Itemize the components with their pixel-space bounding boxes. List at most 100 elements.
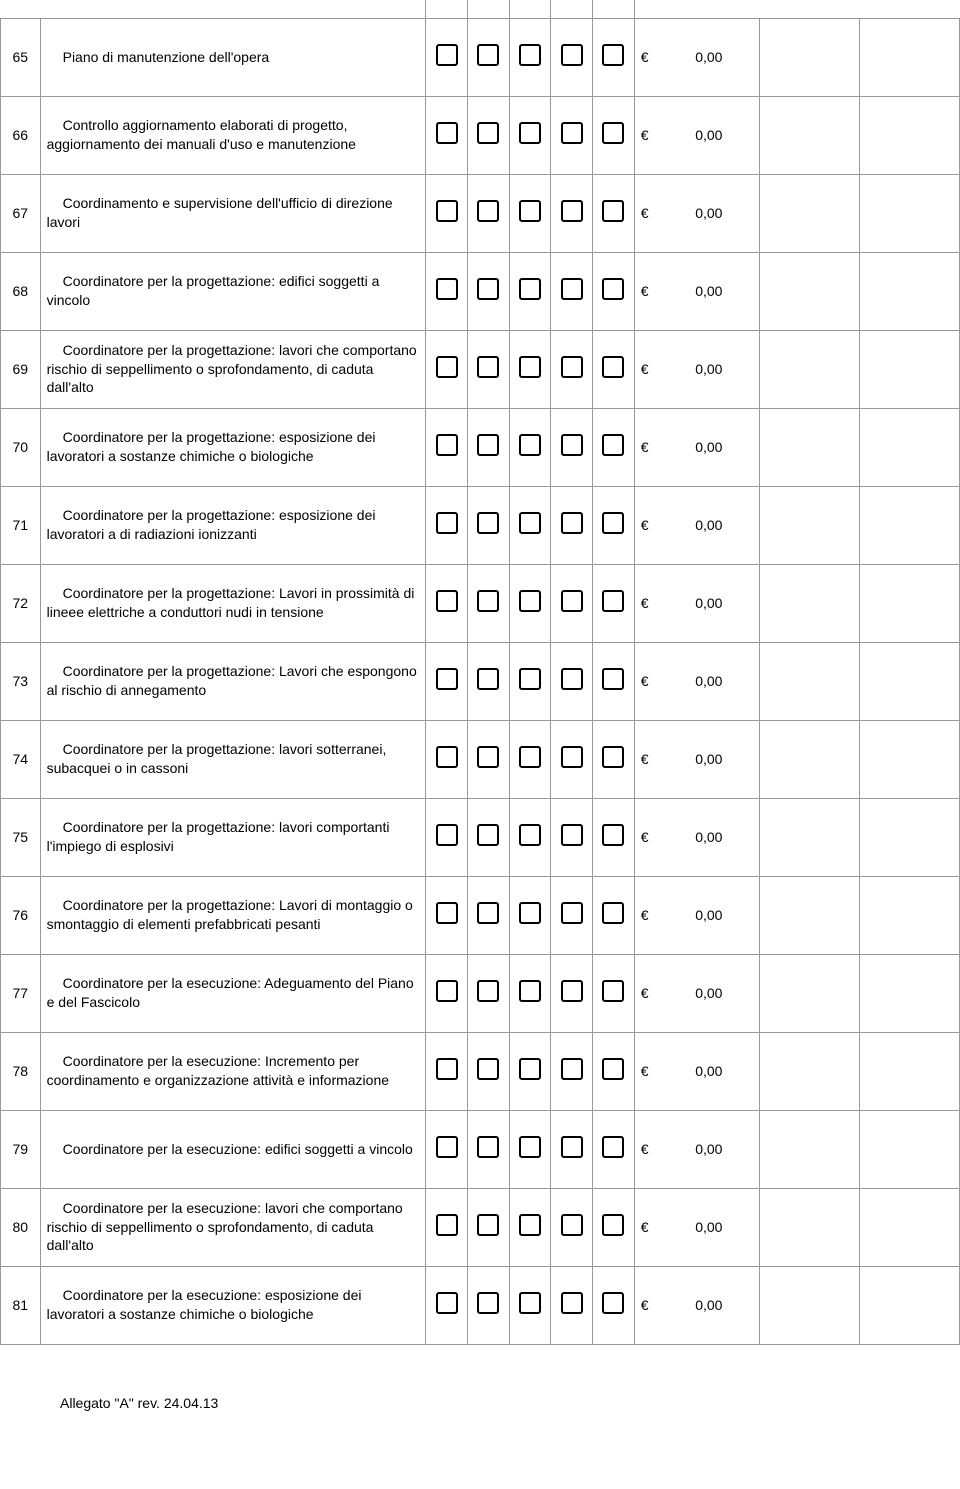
checkbox-cell[interactable] <box>593 18 635 96</box>
checkbox-cell[interactable] <box>426 1110 468 1188</box>
checkbox-cell[interactable] <box>467 1110 509 1188</box>
checkbox-cell[interactable] <box>467 408 509 486</box>
checkbox-cell[interactable] <box>551 96 593 174</box>
checkbox-cell[interactable] <box>551 720 593 798</box>
checkbox-cell[interactable] <box>593 798 635 876</box>
checkbox-cell[interactable] <box>593 1188 635 1266</box>
checkbox-cell[interactable] <box>467 876 509 954</box>
row-description: Coordinatore per la progettazione: espos… <box>40 486 426 564</box>
data-table: 65Piano di manutenzione dell'opera€ 0,00… <box>0 0 960 1345</box>
checkbox-cell[interactable] <box>509 798 551 876</box>
checkbox-cell[interactable] <box>551 174 593 252</box>
checkbox-cell[interactable] <box>593 408 635 486</box>
checkbox-cell[interactable] <box>593 252 635 330</box>
checkbox-cell[interactable] <box>509 1110 551 1188</box>
checkbox-cell[interactable] <box>593 174 635 252</box>
checkbox-cell[interactable] <box>593 96 635 174</box>
checkbox-cell[interactable] <box>426 798 468 876</box>
checkbox-cell[interactable] <box>509 1266 551 1344</box>
checkbox-cell[interactable] <box>551 1188 593 1266</box>
checkbox-cell[interactable] <box>426 486 468 564</box>
checkbox-cell[interactable] <box>593 954 635 1032</box>
checkbox-cell[interactable] <box>426 1032 468 1110</box>
checkbox-cell[interactable] <box>593 642 635 720</box>
checkbox-cell[interactable] <box>467 330 509 408</box>
checkbox-cell[interactable] <box>551 798 593 876</box>
checkbox-cell[interactable] <box>551 1110 593 1188</box>
checkbox-cell[interactable] <box>467 486 509 564</box>
checkbox-cell[interactable] <box>426 642 468 720</box>
checkbox-cell[interactable] <box>509 96 551 174</box>
checkbox-cell[interactable] <box>551 564 593 642</box>
checkbox-cell[interactable] <box>551 954 593 1032</box>
checkbox-cell[interactable] <box>426 408 468 486</box>
checkbox-cell[interactable] <box>467 954 509 1032</box>
price-value: 0,00 <box>695 1297 722 1313</box>
checkbox-icon <box>477 200 499 222</box>
checkbox-cell[interactable] <box>551 642 593 720</box>
checkbox-cell[interactable] <box>509 876 551 954</box>
checkbox-cell[interactable] <box>426 330 468 408</box>
checkbox-cell[interactable] <box>426 174 468 252</box>
checkbox-cell[interactable] <box>467 564 509 642</box>
checkbox-icon <box>477 512 499 534</box>
checkbox-cell[interactable] <box>509 486 551 564</box>
checkbox-cell[interactable] <box>426 876 468 954</box>
price-value: 0,00 <box>695 205 722 221</box>
checkbox-cell[interactable] <box>509 18 551 96</box>
checkbox-cell[interactable] <box>551 408 593 486</box>
checkbox-icon <box>561 434 583 456</box>
checkbox-cell[interactable] <box>593 486 635 564</box>
checkbox-cell[interactable] <box>509 1032 551 1110</box>
checkbox-cell[interactable] <box>509 1188 551 1266</box>
checkbox-cell[interactable] <box>551 330 593 408</box>
checkbox-cell[interactable] <box>426 252 468 330</box>
checkbox-cell[interactable] <box>467 720 509 798</box>
checkbox-icon <box>477 44 499 66</box>
checkbox-cell[interactable] <box>551 1032 593 1110</box>
checkbox-cell[interactable] <box>509 174 551 252</box>
checkbox-cell[interactable] <box>467 642 509 720</box>
checkbox-cell[interactable] <box>593 876 635 954</box>
checkbox-cell[interactable] <box>593 1110 635 1188</box>
checkbox-cell[interactable] <box>551 876 593 954</box>
checkbox-cell[interactable] <box>509 642 551 720</box>
currency-symbol: € <box>641 1297 649 1313</box>
checkbox-cell[interactable] <box>467 174 509 252</box>
checkbox-cell[interactable] <box>593 564 635 642</box>
table-row: 66Controllo aggiornamento elaborati di p… <box>1 96 960 174</box>
checkbox-cell[interactable] <box>467 1188 509 1266</box>
checkbox-cell[interactable] <box>426 18 468 96</box>
checkbox-cell[interactable] <box>509 330 551 408</box>
checkbox-cell[interactable] <box>467 252 509 330</box>
checkbox-cell[interactable] <box>467 96 509 174</box>
checkbox-cell[interactable] <box>551 18 593 96</box>
checkbox-cell[interactable] <box>467 798 509 876</box>
checkbox-cell[interactable] <box>426 954 468 1032</box>
checkbox-cell[interactable] <box>509 252 551 330</box>
table-row: 79Coordinatore per la esecuzione: edific… <box>1 1110 960 1188</box>
checkbox-cell[interactable] <box>426 96 468 174</box>
checkbox-cell[interactable] <box>551 1266 593 1344</box>
checkbox-cell[interactable] <box>509 408 551 486</box>
checkbox-cell[interactable] <box>509 954 551 1032</box>
checkbox-cell[interactable] <box>426 1266 468 1344</box>
checkbox-cell[interactable] <box>551 486 593 564</box>
checkbox-cell[interactable] <box>593 720 635 798</box>
checkbox-cell[interactable] <box>467 18 509 96</box>
checkbox-icon <box>519 1292 541 1314</box>
checkbox-cell[interactable] <box>593 1032 635 1110</box>
checkbox-icon <box>602 44 624 66</box>
checkbox-cell[interactable] <box>467 1266 509 1344</box>
checkbox-cell[interactable] <box>426 1188 468 1266</box>
checkbox-cell[interactable] <box>426 564 468 642</box>
checkbox-cell[interactable] <box>509 720 551 798</box>
checkbox-cell[interactable] <box>593 1266 635 1344</box>
checkbox-cell[interactable] <box>426 720 468 798</box>
checkbox-cell[interactable] <box>467 1032 509 1110</box>
checkbox-icon <box>561 200 583 222</box>
checkbox-cell[interactable] <box>509 564 551 642</box>
row-number: 66 <box>1 96 41 174</box>
checkbox-cell[interactable] <box>551 252 593 330</box>
checkbox-cell[interactable] <box>593 330 635 408</box>
